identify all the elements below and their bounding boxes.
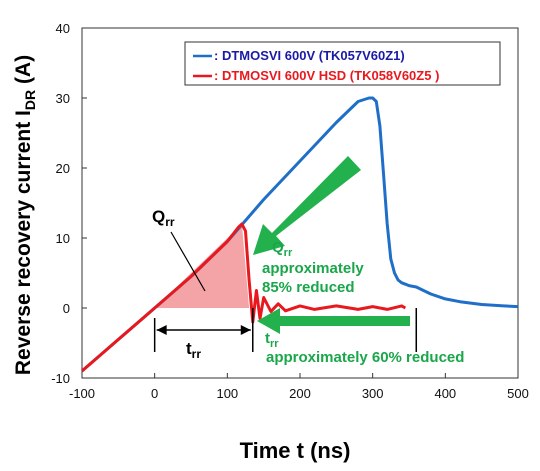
y-tick-label: 20 (56, 161, 70, 176)
legend-label-dtmosvi: : DTMOSVI 600V (TK057V60Z1) (214, 48, 405, 63)
series-line-dtmosvi-hsd (81, 222, 407, 373)
legend-box (184, 41, 501, 86)
legend-label-dtmosvi-hsd: : DTMOSVI 600V HSD (TK058V60Z5 ) (214, 68, 439, 83)
x-tick-label: 100 (216, 386, 238, 401)
trr-arrowhead-right (240, 325, 251, 335)
trr-reduction-label: trr (265, 330, 279, 350)
y-tick-label: 0 (63, 301, 70, 316)
legend: : DTMOSVI 600V (TK057V60Z1) : DTMOSVI 60… (184, 41, 501, 86)
x-tick-label: 300 (362, 386, 384, 401)
qrr-reduction-label: Qrr (272, 239, 293, 259)
series-line-dtmosvi (81, 96, 519, 373)
qrr-reduction-line1: approximately (262, 260, 364, 277)
trr-label: trr (186, 339, 201, 361)
series-layer (81, 96, 519, 373)
y-axis-title: Reverse recovery current IDR (A) (12, 55, 38, 375)
x-tick-label: 500 (507, 386, 529, 401)
qrr-pointer-line (170, 231, 206, 292)
x-axis-title: Time t (ns) (240, 438, 351, 463)
y-tick-label: 30 (56, 91, 70, 106)
trr-reduction-arrow (257, 308, 410, 334)
qrr-reduction-line2: 85% reduced (262, 279, 355, 296)
y-tick-label: -10 (51, 371, 70, 386)
trr-reduction-text: approximately 60% reduced (266, 349, 464, 366)
y-tick-label: 10 (56, 231, 70, 246)
y-tick-label: 40 (56, 21, 70, 36)
x-tick-label: 400 (434, 386, 456, 401)
qrr-reduction-arrow (253, 156, 361, 255)
annotation-layer (153, 156, 418, 352)
x-tick-label: 0 (151, 386, 158, 401)
trr-arrowhead-left (156, 325, 167, 335)
qrr-label: Qrr (152, 207, 175, 229)
x-tick-label: 200 (289, 386, 311, 401)
x-tick-label: -100 (69, 386, 95, 401)
